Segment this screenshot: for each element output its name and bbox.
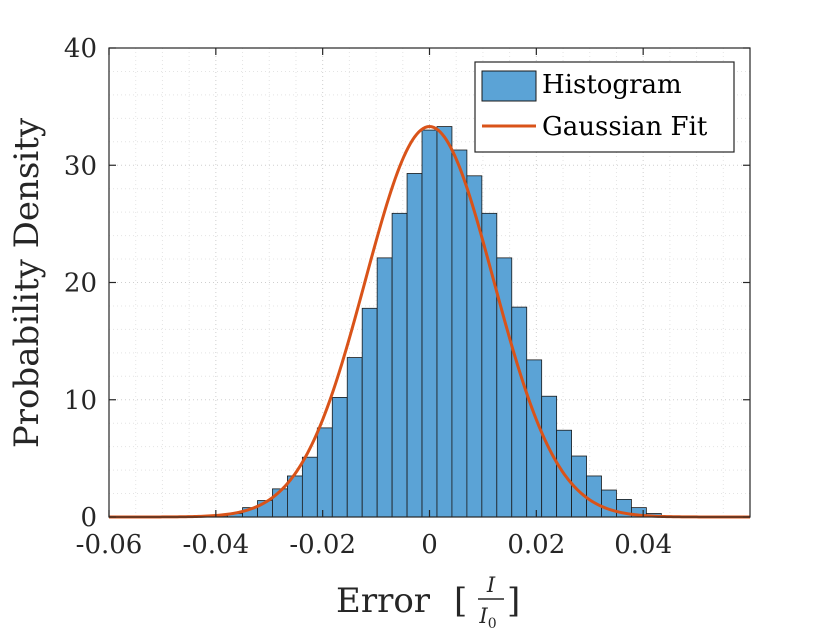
histogram-bar — [511, 306, 528, 518]
legend-label-gaussian-fit: Gaussian Fit — [542, 112, 708, 142]
legend-swatch-histogram — [481, 70, 537, 102]
histogram-bar — [346, 357, 363, 518]
x-axis-label: Error [ I I0 ] — [336, 573, 520, 632]
y-tick-label: 30 — [64, 151, 97, 181]
histogram-bar — [436, 126, 453, 518]
histogram-bar — [421, 129, 438, 518]
y-tick-label: 40 — [64, 34, 97, 64]
x-axis-label-open-bracket: [ — [454, 581, 467, 621]
histogram-bar — [406, 173, 423, 518]
histogram-bar — [301, 456, 318, 518]
histogram-bar — [331, 397, 348, 518]
x-tick-label: 0.02 — [507, 530, 565, 560]
x-axis-label-text: Error — [336, 581, 431, 621]
x-axis-unit-denominator-base: I — [478, 604, 488, 628]
histogram-bar — [376, 257, 393, 518]
y-axis-label: Probability Density — [7, 117, 47, 448]
histogram-bar — [601, 489, 617, 518]
axis-ticks — [108, 47, 750, 518]
x-tick-label: -0.02 — [289, 530, 356, 560]
y-tick-labels: 0 10 20 30 40 — [64, 34, 97, 533]
y-tick-label: 10 — [64, 386, 97, 416]
y-tick-label: 20 — [64, 269, 97, 299]
histogram-bar — [316, 427, 333, 518]
legend-label-histogram: Histogram — [542, 70, 682, 100]
x-tick-labels: -0.06 -0.04 -0.02 0 0.02 0.04 — [76, 530, 672, 560]
histogram-bars — [212, 126, 662, 518]
x-axis-unit-denominator-subscript: 0 — [488, 616, 497, 632]
x-axis-unit-numerator: I — [486, 573, 496, 597]
histogram-bar — [451, 149, 468, 518]
legend: Histogram Gaussian Fit — [474, 61, 735, 153]
x-tick-label: 0.04 — [614, 530, 672, 560]
histogram-bar — [391, 212, 408, 518]
histogram-bar — [361, 307, 378, 518]
x-tick-label: -0.06 — [76, 530, 143, 560]
histogram-bar — [586, 475, 602, 518]
x-tick-label: -0.04 — [182, 530, 249, 560]
x-tick-label: 0 — [421, 530, 438, 560]
histogram-bar — [526, 359, 543, 518]
x-axis-unit-denominator: I0 — [478, 604, 496, 632]
x-axis-label-close-bracket: ] — [507, 581, 520, 621]
y-tick-label: 0 — [80, 503, 97, 533]
